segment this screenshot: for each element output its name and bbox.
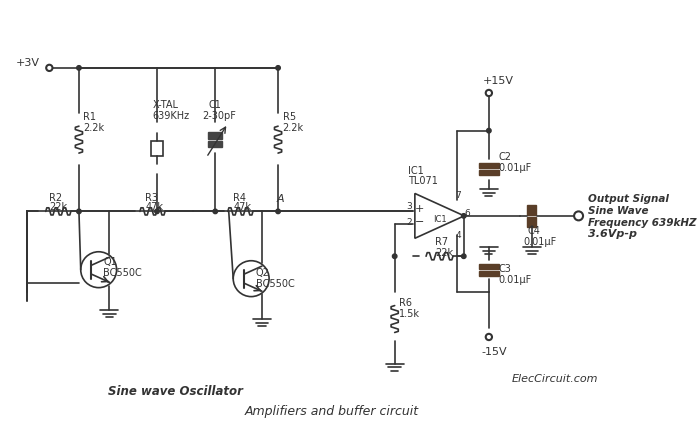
Text: 47k: 47k <box>146 202 163 211</box>
Text: 2.2k: 2.2k <box>83 122 104 133</box>
Text: 0.01μF: 0.01μF <box>523 236 556 247</box>
Text: 2: 2 <box>406 218 412 227</box>
Circle shape <box>77 209 81 214</box>
Text: C3: C3 <box>498 264 512 274</box>
Bar <box>527 217 536 227</box>
Text: Amplifiers and buffer circuit: Amplifiers and buffer circuit <box>245 405 419 418</box>
Circle shape <box>213 209 218 214</box>
Text: IC1: IC1 <box>408 166 424 176</box>
Text: 639KHz: 639KHz <box>153 111 190 121</box>
Text: BC550C: BC550C <box>256 279 295 289</box>
Text: 4: 4 <box>456 231 461 240</box>
Circle shape <box>461 214 466 218</box>
Text: ElecCircuit.com: ElecCircuit.com <box>511 374 598 384</box>
Text: 0.01μF: 0.01μF <box>498 163 532 173</box>
Text: 0.01μF: 0.01μF <box>498 275 532 285</box>
Circle shape <box>77 66 81 70</box>
Bar <box>479 270 498 275</box>
Text: 2.2k: 2.2k <box>283 122 304 133</box>
Text: 22k: 22k <box>49 202 67 211</box>
Text: BC550C: BC550C <box>103 268 142 278</box>
Text: R4: R4 <box>233 193 246 202</box>
Text: Sine Wave: Sine Wave <box>587 206 648 216</box>
Text: Q2: Q2 <box>256 268 270 278</box>
Circle shape <box>486 128 491 133</box>
Text: -15V: -15V <box>482 347 508 357</box>
Bar <box>150 141 163 156</box>
Text: R2: R2 <box>49 193 62 202</box>
Text: +3V: +3V <box>16 58 40 68</box>
Text: IC1: IC1 <box>433 215 447 224</box>
Bar <box>479 170 498 175</box>
Text: X-TAL: X-TAL <box>153 100 178 110</box>
Circle shape <box>155 209 159 214</box>
Bar <box>479 264 498 269</box>
Bar <box>527 205 536 215</box>
Text: R1: R1 <box>83 112 97 122</box>
Text: A: A <box>276 194 284 204</box>
Text: +15V: +15V <box>482 76 514 86</box>
Circle shape <box>393 254 397 258</box>
Text: R5: R5 <box>283 112 295 122</box>
Text: Q1: Q1 <box>103 257 117 267</box>
Text: 3: 3 <box>406 202 412 211</box>
Bar <box>479 164 498 169</box>
Text: 7: 7 <box>456 191 461 200</box>
Text: 1.5k: 1.5k <box>399 309 420 319</box>
Bar <box>208 132 223 139</box>
Text: 2-30pF: 2-30pF <box>203 111 237 121</box>
Bar <box>208 140 223 147</box>
Text: Frequency 639kHZ: Frequency 639kHZ <box>587 218 696 228</box>
Circle shape <box>276 66 280 70</box>
Circle shape <box>276 209 280 214</box>
Text: C2: C2 <box>498 152 512 162</box>
Text: R6: R6 <box>399 298 412 308</box>
Text: TL071: TL071 <box>408 177 438 186</box>
Text: +: + <box>414 204 424 214</box>
Text: 22k: 22k <box>435 248 453 258</box>
Circle shape <box>461 254 466 258</box>
Text: R3: R3 <box>146 193 158 202</box>
Text: Output Signal: Output Signal <box>587 194 668 204</box>
Text: 47k: 47k <box>233 202 251 211</box>
Text: C4: C4 <box>527 226 540 236</box>
Text: C1: C1 <box>208 100 221 110</box>
Text: −: − <box>414 217 424 227</box>
Text: 3.6Vp-p: 3.6Vp-p <box>587 229 636 240</box>
Text: R7: R7 <box>435 237 448 248</box>
Text: Sine wave Oscillator: Sine wave Oscillator <box>108 385 242 398</box>
Text: 6: 6 <box>465 209 470 218</box>
